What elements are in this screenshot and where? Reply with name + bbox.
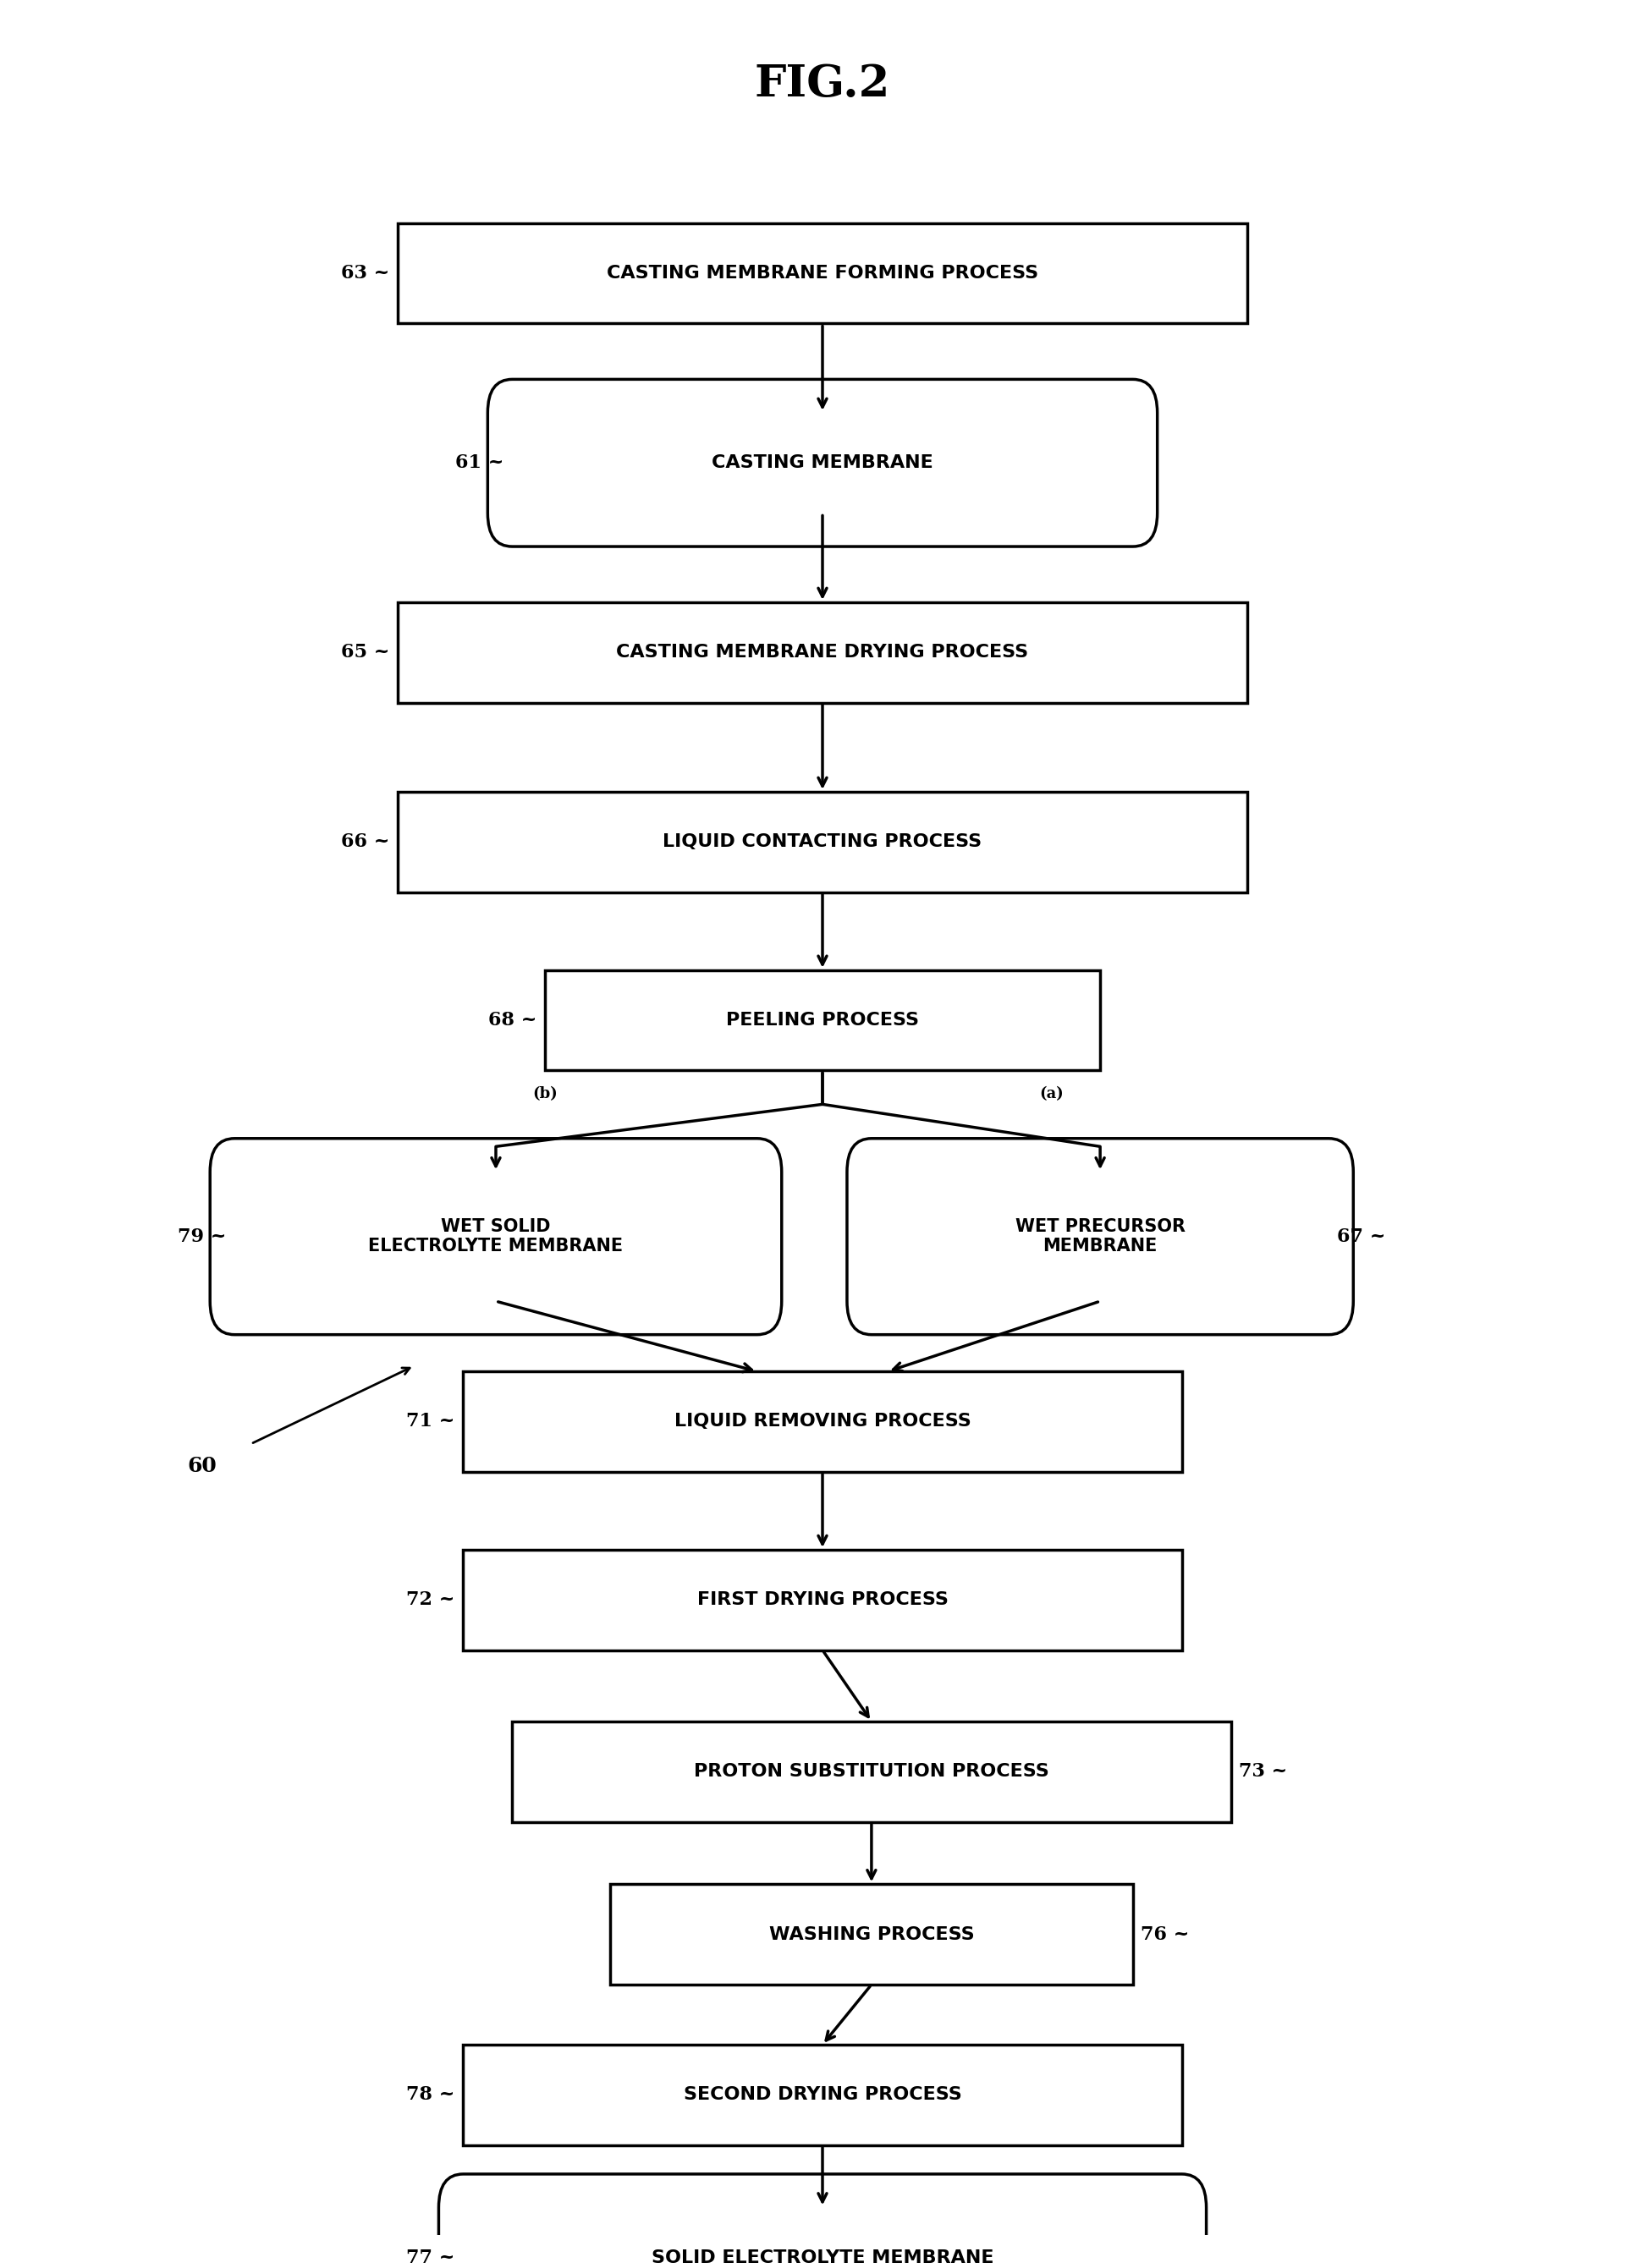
FancyBboxPatch shape bbox=[847, 1139, 1354, 1334]
Text: CASTING MEMBRANE DRYING PROCESS: CASTING MEMBRANE DRYING PROCESS bbox=[617, 644, 1028, 660]
Text: 65 ~: 65 ~ bbox=[341, 644, 390, 662]
Text: PEELING PROCESS: PEELING PROCESS bbox=[725, 1012, 920, 1030]
Text: CASTING MEMBRANE: CASTING MEMBRANE bbox=[712, 454, 933, 472]
Text: 73 ~: 73 ~ bbox=[1239, 1762, 1288, 1780]
FancyBboxPatch shape bbox=[512, 1721, 1230, 1821]
FancyBboxPatch shape bbox=[398, 603, 1247, 703]
Text: SOLID ELECTROLYTE MEMBRANE: SOLID ELECTROLYTE MEMBRANE bbox=[651, 2250, 994, 2266]
FancyBboxPatch shape bbox=[610, 1885, 1133, 1984]
Text: 72 ~: 72 ~ bbox=[406, 1590, 456, 1610]
Text: WET PRECURSOR
MEMBRANE: WET PRECURSOR MEMBRANE bbox=[1015, 1218, 1184, 1254]
FancyBboxPatch shape bbox=[464, 1372, 1181, 1472]
FancyBboxPatch shape bbox=[398, 222, 1247, 324]
Text: 71 ~: 71 ~ bbox=[406, 1413, 456, 1431]
Text: 76 ~: 76 ~ bbox=[1142, 1926, 1189, 1944]
FancyBboxPatch shape bbox=[211, 1139, 781, 1334]
FancyBboxPatch shape bbox=[464, 2046, 1181, 2146]
FancyBboxPatch shape bbox=[487, 379, 1158, 547]
Text: (a): (a) bbox=[1040, 1086, 1063, 1102]
Text: PROTON SUBSTITUTION PROCESS: PROTON SUBSTITUTION PROCESS bbox=[694, 1762, 1050, 1780]
FancyBboxPatch shape bbox=[464, 1549, 1181, 1651]
Text: WASHING PROCESS: WASHING PROCESS bbox=[768, 1926, 974, 1944]
Text: LIQUID REMOVING PROCESS: LIQUID REMOVING PROCESS bbox=[674, 1413, 971, 1431]
FancyBboxPatch shape bbox=[544, 971, 1101, 1070]
Text: WET SOLID
ELECTROLYTE MEMBRANE: WET SOLID ELECTROLYTE MEMBRANE bbox=[368, 1218, 623, 1254]
Text: 66 ~: 66 ~ bbox=[341, 832, 390, 850]
Text: 79 ~: 79 ~ bbox=[178, 1227, 227, 1245]
Text: LIQUID CONTACTING PROCESS: LIQUID CONTACTING PROCESS bbox=[663, 832, 982, 850]
Text: FIRST DRYING PROCESS: FIRST DRYING PROCESS bbox=[697, 1592, 948, 1608]
Text: 78 ~: 78 ~ bbox=[406, 2087, 456, 2105]
FancyBboxPatch shape bbox=[439, 2175, 1206, 2268]
Text: FIG.2: FIG.2 bbox=[755, 61, 890, 107]
Text: 67 ~: 67 ~ bbox=[1337, 1227, 1385, 1245]
Text: 61 ~: 61 ~ bbox=[456, 454, 503, 472]
Text: 77 ~: 77 ~ bbox=[406, 2248, 456, 2268]
Text: CASTING MEMBRANE FORMING PROCESS: CASTING MEMBRANE FORMING PROCESS bbox=[607, 265, 1038, 281]
Text: 68 ~: 68 ~ bbox=[489, 1012, 536, 1030]
Text: 60: 60 bbox=[188, 1456, 217, 1476]
FancyBboxPatch shape bbox=[398, 792, 1247, 891]
Text: 63 ~: 63 ~ bbox=[341, 263, 390, 284]
Text: (b): (b) bbox=[533, 1086, 558, 1102]
Text: SECOND DRYING PROCESS: SECOND DRYING PROCESS bbox=[683, 2087, 962, 2102]
